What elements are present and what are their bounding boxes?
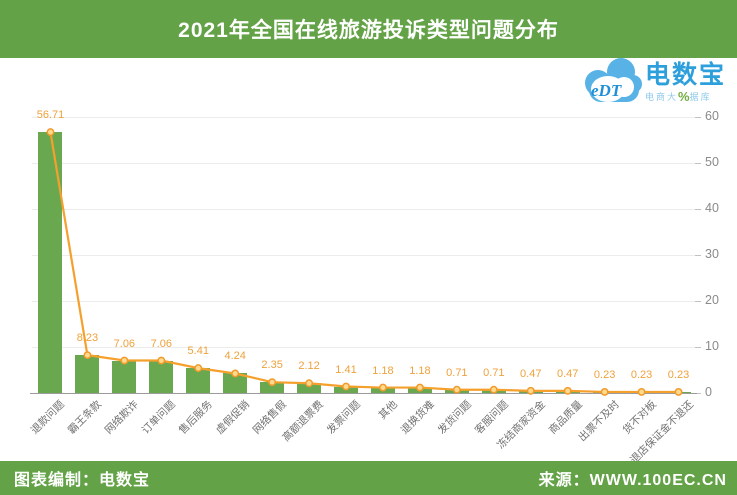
bar [223, 373, 248, 393]
gridline [32, 209, 697, 210]
y-tick-label: 40 [705, 201, 719, 215]
footer-bar: 图表编制：电数宝 来源：WWW.100EC.CN [0, 461, 737, 495]
gridline [32, 117, 697, 118]
y-tick-mark [695, 209, 701, 210]
logo-tagline-prefix: 电商大 [645, 92, 679, 102]
footer-source: 来源：WWW.100EC.CN [538, 472, 727, 489]
bar [666, 391, 691, 393]
bar [149, 360, 174, 393]
logo-brand-text: 电数宝 [645, 61, 727, 89]
bar [112, 360, 137, 393]
bar-value-label: 56.71 [36, 109, 65, 122]
bar [629, 391, 654, 393]
cloud-logo-icon: eDT [585, 58, 642, 102]
y-tick-label: 50 [705, 155, 719, 169]
bar [297, 383, 322, 393]
bar [260, 382, 285, 393]
svg-text:eDT: eDT [591, 81, 622, 100]
y-tick-label: 0 [705, 385, 712, 399]
y-tick-mark [695, 163, 701, 164]
gridline [32, 301, 697, 302]
bar [444, 389, 469, 393]
bar [592, 391, 617, 393]
y-tick-mark [695, 393, 701, 394]
y-tick-mark [695, 301, 701, 302]
bar-value-label: 0.23 [667, 368, 690, 381]
y-tick-label: 30 [705, 247, 719, 261]
chart-title: 2021年全国在线旅游投诉类型问题分布 [178, 19, 559, 42]
gridline [32, 163, 697, 164]
bar [75, 355, 100, 393]
bar [370, 387, 395, 393]
bar [186, 368, 211, 393]
gridline [32, 255, 697, 256]
trend-line [49, 131, 679, 394]
y-tick-label: 60 [705, 109, 719, 123]
footer-credit: 图表编制：电数宝 [14, 472, 151, 489]
bar [334, 386, 359, 393]
y-tick-label: 10 [705, 339, 719, 353]
logo-text-block: 电数宝 电商大% 据库 [645, 62, 731, 104]
bar [518, 390, 543, 393]
bar [481, 389, 506, 393]
edata-treasure-logo: eDT 电数宝 电商大% 据库 [581, 56, 731, 110]
x-axis-line [30, 393, 697, 394]
logo-tagline: 电商大% 据库 [645, 89, 731, 104]
logo-tagline-suffix: 据库 [689, 92, 712, 102]
y-tick-mark [695, 347, 701, 348]
title-banner: 2021年全国在线旅游投诉类型问题分布 [0, 0, 737, 58]
bar [38, 132, 63, 393]
logo-percent-glyph: % [678, 89, 690, 104]
y-tick-mark [695, 255, 701, 256]
bar [555, 390, 580, 393]
bar [407, 387, 432, 393]
y-tick-label: 20 [705, 293, 719, 307]
y-tick-mark [695, 117, 701, 118]
